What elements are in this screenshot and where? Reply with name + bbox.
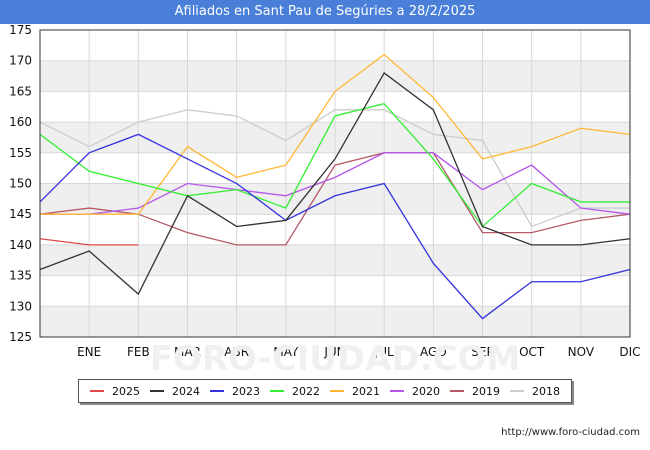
legend-item-2022: 2022 — [270, 385, 320, 398]
x-tick-label: DIC — [619, 345, 640, 359]
legend-swatch — [270, 390, 284, 392]
chart-title: Afiliados en Sant Pau de Segúries a 28/2… — [174, 4, 476, 19]
x-tick-label: AGO — [420, 345, 447, 359]
legend-swatch — [210, 390, 224, 392]
x-tick-label: JUL — [374, 345, 394, 359]
y-tick-label: 130 — [9, 299, 32, 313]
x-tick-label: ENE — [77, 345, 101, 359]
legend-swatch — [90, 390, 104, 392]
legend-swatch — [510, 390, 524, 392]
series-line-2022 — [39, 102, 630, 228]
y-tick-label: 155 — [9, 146, 32, 160]
legend-item-2018: 2018 — [510, 385, 560, 398]
y-tick-label: 160 — [9, 115, 32, 129]
y-tick-label: 135 — [9, 269, 32, 283]
legend-swatch — [450, 390, 464, 392]
y-tick-label: 150 — [9, 177, 32, 191]
legend-swatch — [390, 390, 404, 392]
series-line-2020 — [40, 152, 631, 215]
x-tick-label: FEB — [127, 345, 150, 359]
legend-label: 2018 — [532, 384, 560, 398]
series-line-2018 — [39, 109, 630, 228]
x-tick-label: SEP — [471, 345, 493, 359]
y-tick-label: 125 — [9, 330, 32, 344]
legend-item-2025: 2025 — [90, 385, 140, 398]
y-tick-label: 175 — [9, 23, 32, 37]
footer-url[interactable]: http://www.foro-ciudad.com — [501, 427, 640, 438]
legend-item-2023: 2023 — [210, 385, 260, 398]
series-line-2021 — [40, 53, 631, 215]
legend-label: 2024 — [172, 384, 200, 398]
series-line-2024 — [39, 72, 631, 296]
series-line-2023 — [39, 133, 631, 320]
y-tick-label: 165 — [9, 84, 32, 98]
legend-label: 2022 — [292, 384, 320, 398]
x-tick-label: OCT — [519, 345, 545, 359]
legend-item-2021: 2021 — [330, 385, 380, 398]
x-tick-label: NOV — [568, 345, 595, 359]
title-bar — [0, 0, 650, 24]
plot-border — [39, 29, 631, 338]
legend-item-2024: 2024 — [150, 385, 200, 398]
legend-label: 2023 — [232, 384, 260, 398]
series-line-2025 — [39, 238, 139, 246]
y-tick-label: 140 — [9, 238, 32, 252]
legend-item-2020: 2020 — [390, 385, 440, 398]
x-tick-label: ABR — [224, 345, 249, 359]
legend-swatch — [330, 390, 344, 392]
legend-item-2019: 2019 — [450, 385, 500, 398]
x-tick-label: JUN — [323, 345, 345, 359]
y-tick-label: 170 — [9, 54, 32, 68]
y-tick-label: 145 — [9, 207, 32, 221]
chart-legend: 2025 2024 2023 2022 2021 2020 2019 2018 — [78, 379, 572, 403]
legend-swatch — [150, 390, 164, 392]
legend-label: 2021 — [352, 384, 380, 398]
legend-label: 2019 — [472, 384, 500, 398]
legend-label: 2020 — [412, 384, 440, 398]
x-tick-label: MAR — [174, 345, 201, 359]
watermark: FORO-CIUDAD.COM — [150, 339, 521, 379]
legend-label: 2025 — [112, 384, 140, 398]
x-tick-label: MAY — [273, 345, 299, 359]
